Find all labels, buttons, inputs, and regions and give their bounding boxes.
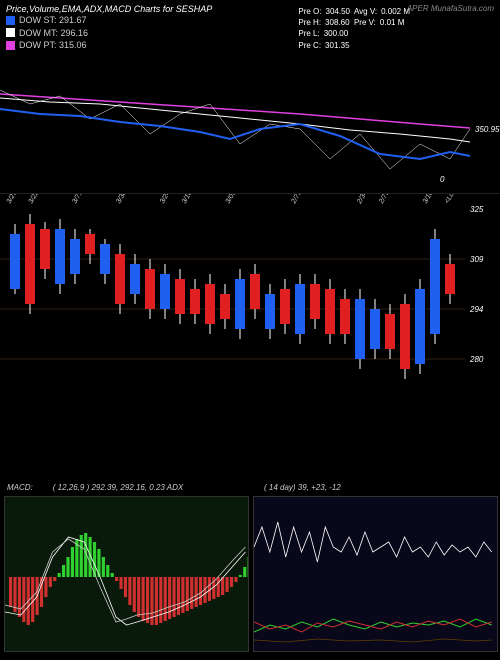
svg-text:294: 294 [469, 305, 484, 314]
legend-mt-swatch [6, 28, 15, 37]
legend-pt-label: DOW PT: 315.06 [19, 39, 87, 52]
legend-pt-swatch [6, 41, 15, 50]
legend-mt-label: DOW MT: 296.16 [19, 27, 88, 40]
svg-text:3/22: 3/22 [28, 194, 41, 205]
svg-text:2/34: 2/34 [356, 194, 369, 206]
stat-row: Pre L:300.00 [298, 28, 350, 39]
svg-text:3/10: 3/10 [422, 194, 435, 205]
macd-values: ( 12,26,9 ) 292.39, 292.16, 0.23 ADX [53, 483, 183, 492]
adx-panel: ( 14 day) 39, +23, -12 [253, 496, 498, 652]
ohlc-stats: Pre O:304.50Pre H:308.60Pre L:300.00Pre … [298, 6, 410, 54]
macd-panel: MACD: ( 12,26,9 ) 292.39, 292.16, 0.23 A… [4, 496, 249, 652]
candle-panel: 3/25 3/22 3/71 3/30 3/24 3/18 3/05 2/75 2/34 2/79… [0, 194, 500, 394]
legend-st-swatch [6, 16, 15, 25]
chart-title: Price,Volume,EMA,ADX,MACD Charts for SES… [6, 4, 212, 14]
svg-text:350.95: 350.95 [475, 125, 500, 134]
stat-row: Pre V:0.01 M [354, 17, 410, 28]
svg-text:3/25: 3/25 [6, 194, 19, 205]
stat-row: Pre O:304.50 [298, 6, 350, 17]
svg-text:3/24: 3/24 [159, 194, 172, 205]
svg-text:280: 280 [469, 355, 484, 364]
legend: DOW ST: 291.67 DOW MT: 296.16 DOW PT: 31… [6, 14, 212, 52]
stat-row: Pre C:301.35 [298, 40, 350, 51]
macd-label: MACD: [7, 483, 33, 492]
adx-values: ( 14 day) 39, +23, -12 [264, 483, 341, 492]
svg-text:2/75: 2/75 [290, 194, 303, 206]
svg-text:3/30: 3/30 [115, 194, 128, 205]
watermark: APER MunafaSutra.com [407, 4, 494, 13]
svg-text:325: 325 [470, 205, 484, 214]
ma-panel: 3/253/223/233/033/033/112/013/253/223/24… [0, 54, 500, 194]
svg-text:3/05: 3/05 [225, 194, 238, 205]
volume-panel [0, 394, 500, 494]
svg-text:309: 309 [470, 255, 484, 264]
svg-text:0: 0 [440, 175, 445, 184]
legend-st-label: DOW ST: 291.67 [19, 14, 87, 27]
svg-text:2/79: 2/79 [378, 194, 391, 206]
stat-row: Pre H:308.60 [298, 17, 350, 28]
svg-text:3/71: 3/71 [71, 194, 84, 205]
svg-text:<Lower: <Lower [444, 194, 462, 205]
stat-row: Avg V:0.002 M [354, 6, 410, 17]
svg-text:3/18: 3/18 [181, 194, 194, 205]
